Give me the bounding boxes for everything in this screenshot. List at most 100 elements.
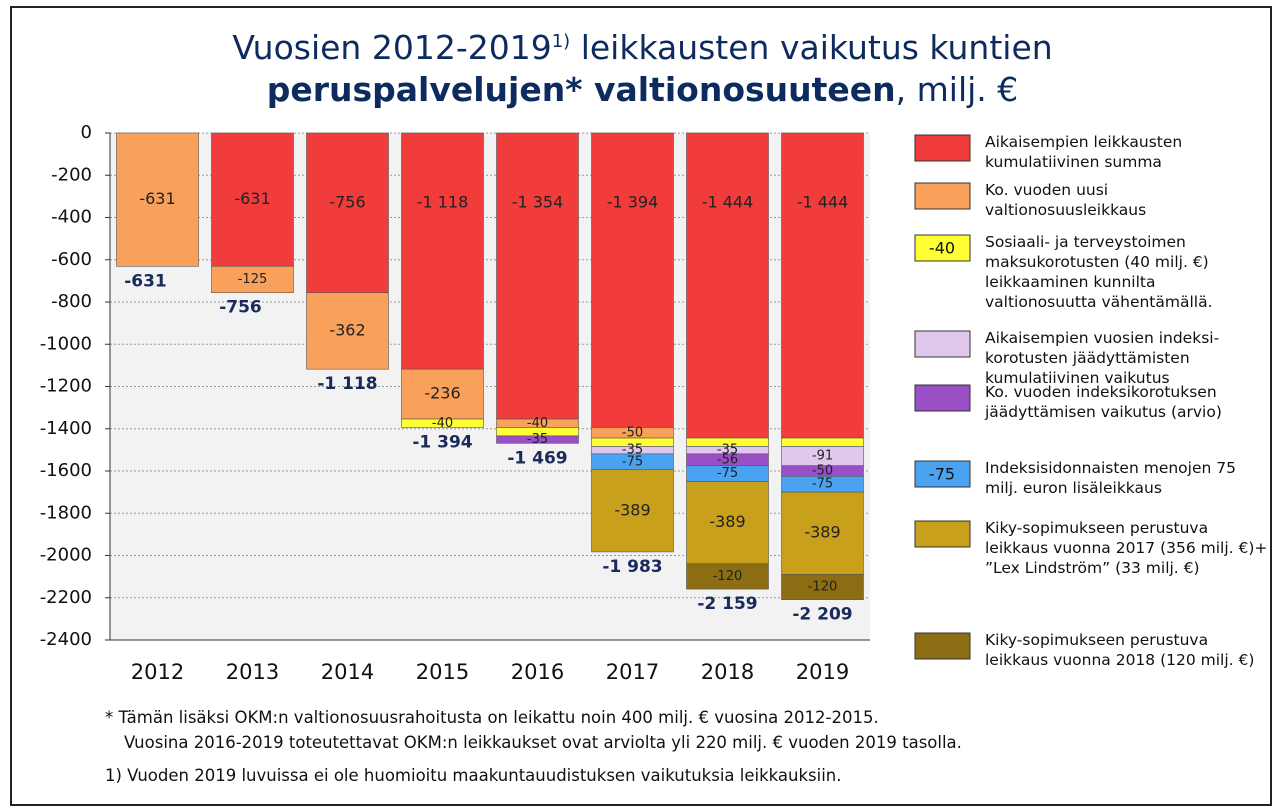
x-tick-label: 2013: [226, 660, 279, 684]
value-label: -389: [709, 512, 745, 531]
x-tick-label: 2015: [416, 660, 469, 684]
total-label: -2 159: [697, 594, 757, 614]
legend-swatch-label: -75: [929, 465, 955, 484]
y-tick-label: -1800: [40, 502, 92, 523]
bar-segment: [591, 132, 674, 428]
legend-label: Sosiaali- ja terveystoimen maksukorotust…: [985, 233, 1213, 311]
bar-segment: [686, 132, 769, 439]
legend-swatch: [914, 520, 971, 548]
title: leikkausten vaikutus kuntien: [570, 28, 1053, 67]
value-label: -1 354: [512, 193, 564, 212]
y-tick-label: -600: [51, 249, 92, 270]
value-label: -362: [329, 320, 365, 339]
value-label: -40: [432, 416, 453, 431]
value-label: -35: [527, 432, 548, 447]
bar-segment: [306, 292, 389, 370]
value-label: -1 444: [702, 193, 754, 212]
bar-segment: [211, 265, 294, 294]
value-label: -75: [812, 477, 833, 492]
legend-swatch: [914, 234, 971, 262]
value-label: -120: [713, 569, 743, 584]
legend-label: Aikaisempien leikkausten kumulatiivinen …: [985, 133, 1183, 171]
value-label: -50: [812, 464, 833, 479]
title-line-2: peruspalvelujen* valtionosuuteen, milj. …: [0, 70, 1285, 109]
x-tick-label: 2014: [321, 660, 374, 684]
value-label: -1 118: [417, 193, 469, 212]
total-label: -1 394: [412, 432, 472, 452]
y-tick-label: -2400: [40, 629, 92, 650]
y-tick-label: -2000: [40, 545, 92, 566]
total-label: -756: [219, 298, 262, 318]
footnote: * Tämän lisäksi OKM:n valtionosuusrahoit…: [105, 708, 879, 727]
bar-segment: [401, 132, 484, 370]
title: Vuosien 2012-2019: [232, 28, 552, 67]
bar-segment: [496, 435, 579, 444]
y-tick-label: -1200: [40, 376, 92, 397]
value-label: -389: [614, 500, 650, 519]
total-label: -631: [124, 271, 167, 291]
value-label: -91: [812, 449, 833, 464]
bar-segment: [401, 368, 484, 420]
value-label: -75: [717, 466, 738, 481]
value-label: -236: [424, 384, 460, 403]
total-label: -2 209: [792, 605, 852, 625]
y-tick-label: -400: [51, 207, 92, 228]
value-label: -56: [717, 452, 738, 467]
bar-segment: [591, 469, 674, 553]
legend-swatch: [914, 460, 971, 488]
value-label: -50: [622, 425, 643, 440]
bar-segment: [781, 132, 864, 439]
bar-segment: [686, 563, 769, 590]
bar-segment: [781, 437, 864, 447]
bar-segment: [781, 574, 864, 600]
y-tick-label: -2200: [40, 587, 92, 608]
total-label: -1 983: [602, 557, 662, 577]
y-tick-label: -200: [51, 164, 92, 185]
y-tick-label: -1000: [40, 333, 92, 354]
legend-swatch: [914, 384, 971, 412]
legend-label: Indeksisidonnaisten menojen 75 milj. eur…: [985, 459, 1236, 497]
legend-swatch: [914, 182, 971, 210]
x-tick-label: 2017: [606, 660, 659, 684]
legend-swatch: [914, 134, 971, 162]
total-label: -1 469: [507, 448, 567, 468]
footnote: 1) Vuoden 2019 luvuissa ei ole huomioitu…: [105, 766, 842, 785]
footnote: Vuosina 2016-2019 toteutettavat OKM:n le…: [124, 733, 962, 752]
bar-segment: [306, 132, 389, 294]
legend-swatch: [914, 330, 971, 358]
legend-label: Ko. vuoden indeksikorotuksen jäädyttämis…: [985, 383, 1222, 421]
value-label: -120: [808, 579, 838, 594]
title: , milj. €: [895, 70, 1019, 109]
bar-segment: [211, 132, 294, 267]
title-sup: 1): [551, 31, 571, 52]
value-label: -1 394: [607, 193, 659, 212]
value-label: -756: [329, 193, 365, 212]
bar-segment: [116, 132, 199, 267]
legend-swatch-label: -40: [929, 239, 955, 258]
x-tick-label: 2019: [796, 660, 849, 684]
value-label: -389: [804, 523, 840, 542]
value-label: -1 444: [797, 193, 849, 212]
value-label: -631: [139, 189, 175, 208]
value-label: -40: [527, 416, 548, 431]
bar-segment: [496, 132, 579, 420]
y-tick-label: -1600: [40, 460, 92, 481]
y-tick-label: -1400: [40, 418, 92, 439]
x-tick-label: 2018: [701, 660, 754, 684]
legend-label: Aikaisempien vuosien indeksi-korotusten …: [985, 329, 1220, 387]
value-label: -75: [622, 454, 643, 469]
title-line-1: Vuosien 2012-20191) leikkausten vaikutus…: [0, 28, 1285, 67]
value-label: -631: [234, 189, 270, 208]
legend-label: Kiky-sopimukseen perustuva leikkaus vuon…: [985, 519, 1268, 577]
legend-label: Kiky-sopimukseen perustuva leikkaus vuon…: [985, 631, 1255, 669]
bar-segment: [781, 491, 864, 575]
legend-label: Ko. vuoden uusi valtionosuusleikkaus: [985, 181, 1147, 219]
total-label: -1 118: [317, 374, 377, 394]
value-label: -125: [238, 272, 268, 287]
title-bold: peruspalvelujen* valtionosuuteen: [266, 70, 896, 109]
y-tick-label: -800: [51, 291, 92, 312]
legend-swatch: [914, 632, 971, 660]
bar-segment: [401, 418, 484, 428]
x-tick-label: 2016: [511, 660, 564, 684]
